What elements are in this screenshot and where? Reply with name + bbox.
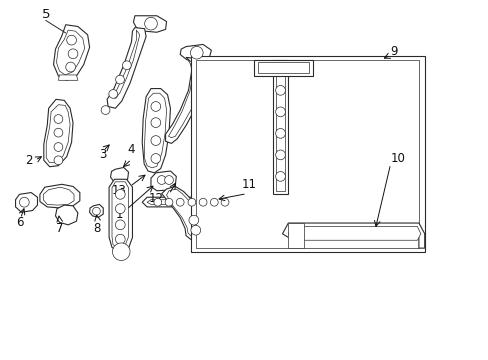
Text: 11: 11 (242, 178, 256, 191)
Polygon shape (58, 75, 78, 80)
Text: 1: 1 (115, 208, 122, 221)
Text: 13: 13 (112, 184, 126, 197)
Circle shape (210, 198, 218, 206)
Polygon shape (112, 30, 140, 98)
Circle shape (190, 225, 200, 235)
Circle shape (151, 118, 161, 127)
Circle shape (20, 197, 29, 207)
Polygon shape (147, 200, 240, 204)
Circle shape (109, 90, 118, 98)
Circle shape (68, 49, 78, 59)
Circle shape (144, 17, 157, 30)
Polygon shape (254, 60, 312, 76)
Circle shape (151, 154, 161, 163)
Circle shape (199, 198, 206, 206)
Circle shape (275, 107, 285, 117)
Polygon shape (112, 182, 128, 247)
Circle shape (164, 176, 173, 184)
Polygon shape (276, 62, 285, 191)
Polygon shape (288, 223, 304, 248)
Circle shape (54, 128, 62, 137)
Circle shape (275, 172, 285, 181)
Polygon shape (54, 25, 89, 80)
Circle shape (165, 198, 173, 206)
Text: 4: 4 (127, 143, 135, 156)
Circle shape (151, 102, 161, 111)
Polygon shape (142, 89, 170, 173)
Text: 7: 7 (56, 222, 63, 235)
Polygon shape (282, 223, 424, 248)
Circle shape (157, 176, 166, 184)
Circle shape (190, 46, 203, 59)
Polygon shape (195, 60, 418, 248)
Circle shape (275, 129, 285, 138)
Circle shape (115, 234, 125, 244)
Polygon shape (40, 184, 80, 208)
Polygon shape (56, 30, 84, 75)
Polygon shape (44, 99, 73, 167)
Circle shape (176, 198, 183, 206)
Text: 6: 6 (16, 216, 23, 229)
Polygon shape (168, 61, 200, 138)
Circle shape (115, 220, 125, 230)
Polygon shape (110, 167, 128, 183)
Polygon shape (165, 57, 204, 143)
Circle shape (221, 198, 228, 206)
Polygon shape (16, 193, 38, 212)
Polygon shape (89, 204, 103, 217)
Polygon shape (272, 60, 288, 194)
Circle shape (275, 150, 285, 160)
Polygon shape (43, 187, 74, 205)
Polygon shape (109, 179, 132, 252)
Circle shape (275, 85, 285, 95)
Circle shape (112, 243, 130, 261)
Polygon shape (55, 205, 78, 225)
Circle shape (116, 75, 124, 84)
Circle shape (66, 35, 76, 45)
Text: 12: 12 (149, 192, 164, 205)
Polygon shape (133, 16, 166, 32)
Polygon shape (142, 197, 244, 207)
Text: 3: 3 (100, 148, 107, 161)
Polygon shape (162, 186, 207, 241)
Circle shape (122, 61, 131, 69)
Polygon shape (46, 105, 70, 163)
Circle shape (54, 114, 62, 123)
Circle shape (54, 156, 62, 165)
Text: 9: 9 (390, 45, 397, 58)
Text: 2: 2 (25, 154, 33, 167)
Circle shape (65, 62, 75, 72)
Circle shape (101, 106, 110, 114)
Polygon shape (107, 28, 146, 108)
Circle shape (54, 143, 62, 152)
Circle shape (115, 189, 125, 199)
Circle shape (92, 207, 100, 215)
Polygon shape (180, 44, 211, 61)
Text: 8: 8 (94, 222, 101, 235)
Circle shape (188, 215, 198, 225)
Circle shape (154, 198, 162, 206)
Polygon shape (288, 226, 420, 240)
Polygon shape (166, 189, 203, 237)
Text: 10: 10 (390, 152, 405, 165)
Polygon shape (190, 56, 424, 252)
Circle shape (187, 198, 195, 206)
Circle shape (151, 136, 161, 145)
Polygon shape (258, 62, 308, 73)
Polygon shape (151, 171, 176, 191)
Circle shape (115, 204, 125, 213)
Text: 5: 5 (41, 8, 50, 21)
Polygon shape (144, 93, 166, 168)
